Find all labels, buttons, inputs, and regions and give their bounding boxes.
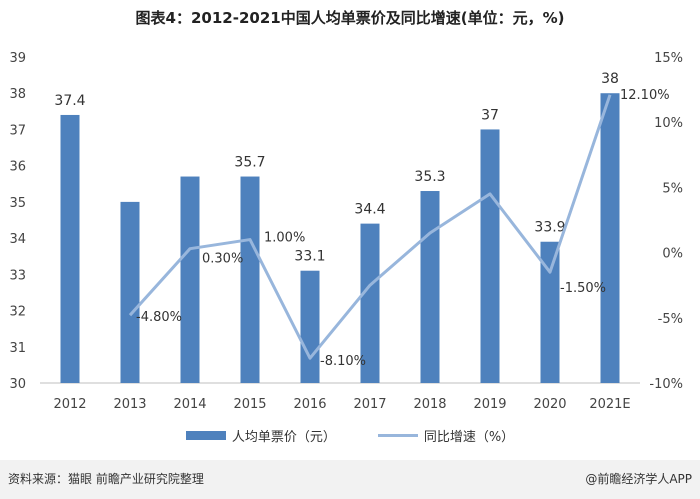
bar-2019 — [480, 129, 500, 383]
x-tick-label-5: 2017 — [353, 397, 386, 412]
x-tick-label-8: 2020 — [533, 397, 566, 412]
line-path — [128, 94, 612, 360]
legend: 人均单票价（元） 同比增速（%） — [0, 423, 700, 447]
left-tick-label-6: 36 — [9, 160, 26, 175]
legend-label-line: 同比增速（%） — [423, 429, 515, 445]
right-axis: -10% -5% 0% 5% 10% 15% — [649, 51, 683, 392]
bar-label-2021E: 38 — [601, 71, 619, 87]
line-label-2014: 0.30% — [202, 252, 243, 267]
bar-label-2012: 37.4 — [54, 93, 85, 109]
bar-label-2015: 35.7 — [234, 155, 265, 171]
bar-2012 — [60, 114, 80, 383]
bar-2020 — [540, 241, 560, 383]
left-tick-label-4: 34 — [9, 232, 26, 247]
chart-title: 图表4：2012-2021中国人均单票价及同比增速(单位：元，%) — [135, 9, 565, 27]
source-note: 资料来源：猫眼 前瞻产业研究院整理 — [8, 472, 204, 486]
x-tick-label-0: 2012 — [53, 397, 86, 412]
line-series: -4.80% 0.30% 1.00% -8.10% -1.50% 12.10% — [128, 88, 670, 369]
x-tick-label-7: 2019 — [473, 397, 506, 412]
left-tick-label-3: 33 — [9, 268, 26, 283]
bar-label-2020: 33.9 — [534, 220, 565, 236]
x-tick-label-1: 2013 — [113, 397, 146, 412]
bar-2015 — [240, 176, 260, 383]
bar-2013 — [120, 201, 140, 383]
right-tick-label-3: 5% — [662, 181, 683, 196]
line-label-2021E: 12.10% — [620, 88, 670, 103]
legend-label-bar: 人均单票价（元） — [231, 429, 336, 445]
right-tick-label-2: 0% — [662, 247, 683, 262]
line-label-2016: -8.10% — [320, 354, 366, 369]
right-tick-label-1: -5% — [658, 312, 683, 327]
x-tick-label-3: 2015 — [233, 397, 266, 412]
bar-series: 37.4 35.7 33.1 34.4 35.3 37 33.9 38 — [54, 71, 620, 383]
bar-label-2019: 37 — [481, 107, 499, 123]
left-tick-label-1: 31 — [9, 341, 26, 356]
line-label-2020: -1.50% — [560, 281, 606, 296]
x-tick-label-4: 2016 — [293, 397, 326, 412]
left-axis: 30 31 32 33 34 35 36 37 38 39 — [9, 51, 26, 392]
x-tick-label-9: 2021E — [589, 397, 630, 412]
right-tick-label-4: 10% — [654, 116, 683, 131]
bar-label-2018: 35.3 — [414, 169, 445, 185]
bar-label-2017: 34.4 — [354, 202, 385, 218]
bar-2016 — [300, 270, 320, 383]
x-tick-label-6: 2018 — [413, 397, 446, 412]
right-tick-label-5: 15% — [654, 51, 683, 66]
left-tick-label-0: 30 — [9, 377, 26, 392]
legend-item-line: 同比增速（%） — [377, 426, 515, 445]
left-tick-label-9: 39 — [9, 51, 26, 66]
line-label-2015: 1.00% — [264, 231, 305, 246]
right-tick-label-0: -10% — [649, 377, 683, 392]
bar-2014 — [180, 176, 200, 383]
combo-chart: 30 31 32 33 34 35 36 37 38 39 -10% -5% 0% 5% 10% 15% 2… — [9, 51, 683, 412]
bar-2021E — [600, 93, 620, 383]
footer: 资料来源：猫眼 前瞻产业研究院整理 @前瞻经济学人APP — [0, 460, 700, 499]
left-tick-label-2: 32 — [9, 305, 26, 320]
brand-credit: @前瞻经济学人APP — [585, 472, 692, 486]
left-tick-label-8: 38 — [9, 87, 26, 102]
legend-swatch-line — [377, 433, 418, 437]
left-tick-label-7: 37 — [9, 123, 26, 138]
bar-2018 — [420, 191, 440, 383]
left-tick-label-5: 35 — [9, 196, 26, 211]
x-axis: 2012 2013 2014 2015 2016 2017 2018 2019 2020 2021… — [40, 382, 640, 412]
legend-swatch-bar — [185, 430, 226, 440]
legend-item-bar: 人均单票价（元） — [185, 426, 336, 445]
bar-2017 — [360, 223, 380, 383]
line-label-2013: -4.80% — [136, 310, 182, 325]
bar-label-2016: 33.1 — [294, 249, 325, 265]
x-tick-label-2: 2014 — [173, 397, 206, 412]
